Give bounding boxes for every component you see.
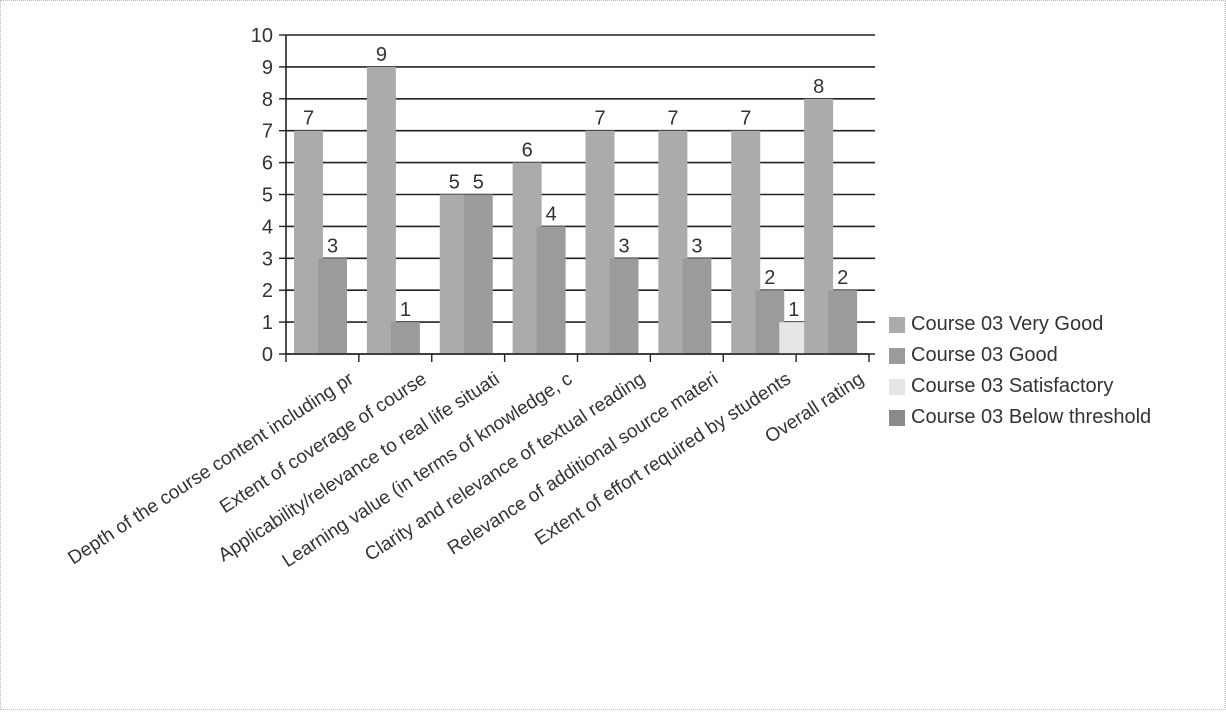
legend-item: Course 03 Good [889,340,1151,371]
data-label: 5 [449,172,460,194]
data-label: 5 [473,172,484,194]
y-tick-label: 9 [262,57,273,79]
data-label: 3 [691,235,702,257]
y-tick-label: 8 [262,89,273,111]
data-label: 1 [400,299,411,321]
data-label: 7 [303,108,314,130]
bar [779,322,809,354]
data-label: 1 [788,299,799,321]
y-tick-label: 1 [262,312,273,334]
legend-swatch [889,347,905,364]
y-tick-label: 2 [262,280,273,302]
legend-swatch [889,378,905,395]
data-label: 3 [618,235,629,257]
bar [318,258,347,354]
y-tick-label: 6 [262,153,273,175]
y-tick-label: 0 [262,344,273,366]
data-label: 8 [813,76,824,98]
data-label: 7 [667,108,678,130]
data-label: 3 [327,235,338,257]
y-tick-label: 7 [262,121,273,143]
bar [609,258,639,354]
data-label: 2 [764,267,775,289]
bar [682,258,712,354]
chart-legend: Course 03 Very Good Course 03 Good Course … [889,309,1151,433]
data-label: 7 [594,108,605,130]
y-tick-label: 5 [262,185,273,207]
data-label: 7 [740,108,751,130]
legend-item: Course 03 Below threshold [889,402,1151,433]
data-label: 9 [376,44,387,66]
legend-label: Course 03 Good [911,344,1058,366]
legend-item: Course 03 Satisfactory [889,371,1151,402]
legend-label: Course 03 Satisfactory [911,375,1114,397]
legend-swatch [889,316,905,333]
legend-label: Course 03 Very Good [911,313,1104,335]
data-label: 6 [522,140,533,162]
bar [536,226,566,354]
bar [463,194,493,354]
data-label: 2 [837,267,848,289]
legend-item: Course 03 Very Good [889,309,1151,340]
bar [828,290,858,354]
data-label: 4 [546,203,557,225]
legend-label: Course 03 Below threshold [911,406,1152,428]
y-tick-label: 10 [251,25,273,47]
y-tick-label: 3 [262,248,273,270]
y-tick-label: 4 [262,216,273,238]
bar [366,66,396,355]
bar [390,322,420,354]
legend-swatch [889,409,905,426]
